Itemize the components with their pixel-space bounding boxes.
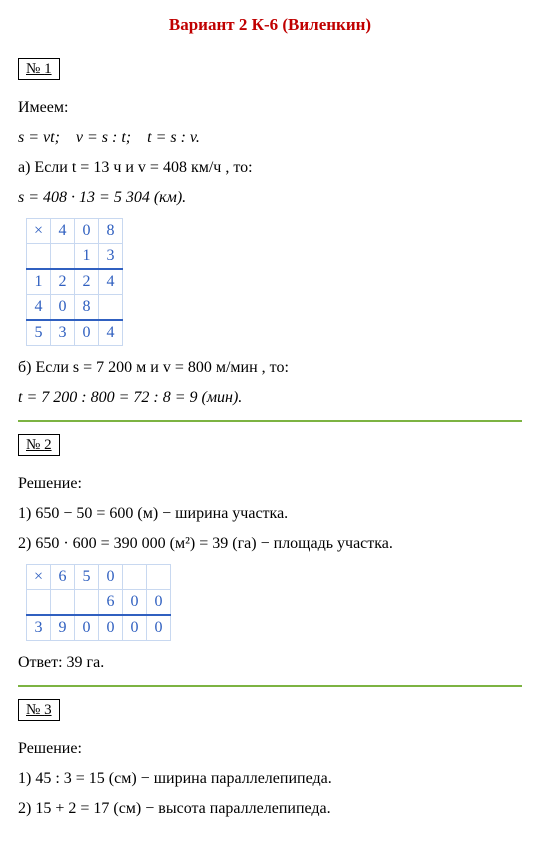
- p2-label: Решение:: [18, 472, 522, 496]
- calc-cell: 0: [75, 218, 99, 243]
- problem-2-num: № 2: [26, 437, 52, 453]
- calc-cell: 4: [51, 218, 75, 243]
- calc-cell: 1: [75, 243, 99, 269]
- calc-cell: 5: [27, 320, 51, 346]
- calc-cell: ×: [27, 218, 51, 243]
- calc-cell: 4: [27, 294, 51, 320]
- calc-cell: 3: [51, 320, 75, 346]
- calc-cell: 3: [99, 243, 123, 269]
- calc-cell: 6: [99, 589, 123, 615]
- p1-intro: Имеем:: [18, 96, 522, 120]
- calc-cell: 0: [147, 589, 171, 615]
- calc-cell: 0: [123, 589, 147, 615]
- p1-calc-a: s = 408 · 13 = 5 304 (км).: [18, 186, 522, 210]
- calc-cell: 0: [75, 320, 99, 346]
- calc-cell: [75, 589, 99, 615]
- calc-cell: [27, 243, 51, 269]
- p1-mult-table: ×4081312244085304: [26, 218, 123, 346]
- calc-cell: [147, 564, 171, 589]
- calc-cell: 0: [147, 615, 171, 641]
- p2-answer: Ответ: 39 га.: [18, 651, 522, 675]
- p1-part-a: а) Если t = 13 ч и v = 408 км/ч , то:: [18, 156, 522, 180]
- calc-cell: [123, 564, 147, 589]
- calc-cell: 0: [75, 615, 99, 641]
- problem-3-box: № 3: [18, 699, 60, 721]
- calc-cell: 0: [99, 564, 123, 589]
- calc-cell: 0: [99, 615, 123, 641]
- calc-cell: 2: [75, 269, 99, 295]
- p1-calc-b: t = 7 200 : 800 = 72 : 8 = 9 (мин).: [18, 386, 522, 410]
- problem-1-num: № 1: [26, 61, 52, 77]
- calc-cell: ×: [27, 564, 51, 589]
- page-title: Вариант 2 К-6 (Виленкин): [18, 12, 522, 38]
- calc-cell: 4: [99, 269, 123, 295]
- calc-cell: [51, 243, 75, 269]
- calc-cell: 2: [51, 269, 75, 295]
- divider-2: [18, 685, 522, 687]
- calc-cell: 4: [99, 320, 123, 346]
- calc-cell: [27, 589, 51, 615]
- calc-cell: [51, 589, 75, 615]
- calc-cell: 8: [75, 294, 99, 320]
- p1-part-b: б) Если s = 7 200 м и v = 800 м/мин , то…: [18, 356, 522, 380]
- calc-cell: 9: [51, 615, 75, 641]
- calc-cell: 6: [51, 564, 75, 589]
- p2-step2: 2) 650 · 600 = 390 000 (м²) = 39 (га) − …: [18, 532, 522, 556]
- p3-step1: 1) 45 : 3 = 15 (см) − ширина параллелепи…: [18, 767, 522, 791]
- problem-3-num: № 3: [26, 702, 52, 718]
- calc-cell: [99, 294, 123, 320]
- calc-cell: 0: [123, 615, 147, 641]
- divider-1: [18, 420, 522, 422]
- calc-cell: 0: [51, 294, 75, 320]
- calc-cell: 3: [27, 615, 51, 641]
- p3-label: Решение:: [18, 737, 522, 761]
- problem-2-box: № 2: [18, 434, 60, 456]
- calc-cell: 8: [99, 218, 123, 243]
- calc-cell: 5: [75, 564, 99, 589]
- p1-formulas: s = vt; v = s : t; t = s : v.: [18, 126, 522, 150]
- problem-1-box: № 1: [18, 58, 60, 80]
- p2-mult-table: ×650600390000: [26, 564, 171, 641]
- p2-step1: 1) 650 − 50 = 600 (м) − ширина участка.: [18, 502, 522, 526]
- p3-step2: 2) 15 + 2 = 17 (см) − высота параллелепи…: [18, 797, 522, 821]
- calc-cell: 1: [27, 269, 51, 295]
